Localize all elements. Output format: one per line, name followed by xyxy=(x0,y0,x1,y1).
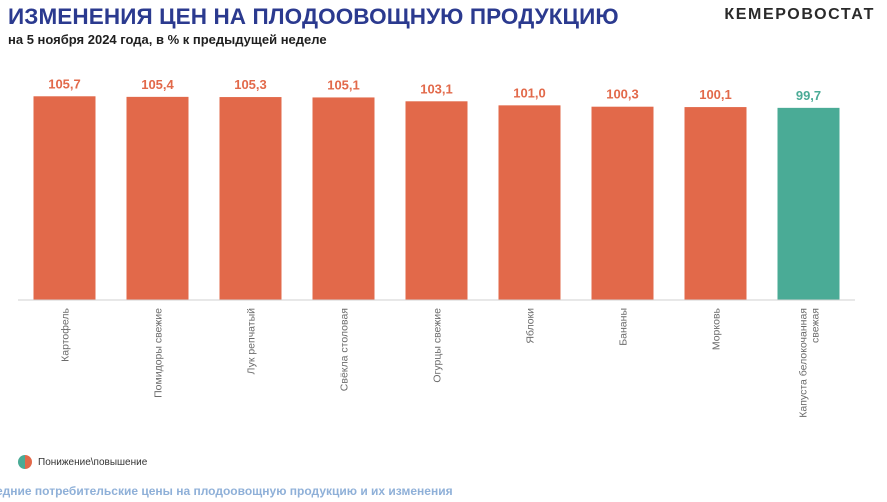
bar xyxy=(684,107,747,300)
legend-split-circle-icon xyxy=(18,455,32,469)
bar xyxy=(405,101,468,300)
bar xyxy=(33,96,96,301)
category-tick-label: Огурцы свежие xyxy=(432,308,444,383)
data-label: 103,1 xyxy=(420,81,453,96)
legend: Понижение\повышение xyxy=(18,455,147,469)
category-tick-label: Картофель xyxy=(60,307,72,361)
legend-label: Понижение\повышение xyxy=(38,456,148,468)
data-label: 100,1 xyxy=(699,87,732,102)
footer-caption: едние потребительские цены на плодоовощн… xyxy=(0,484,453,498)
chart-subtitle: на 5 ноября 2024 года, в % к предыдущей … xyxy=(8,32,327,47)
bar xyxy=(498,105,561,300)
category-tick-label: Яблоки xyxy=(525,308,537,344)
bar xyxy=(126,96,189,301)
data-label: 105,3 xyxy=(234,77,267,92)
category-tick-label: Морковь xyxy=(711,307,723,350)
data-label: 105,7 xyxy=(48,76,81,91)
data-label: 99,7 xyxy=(796,88,821,103)
bar xyxy=(219,97,282,300)
category-tick-label: Бананы xyxy=(618,308,630,346)
brand-logo: КЕМЕРОВОСТАТ xyxy=(724,6,875,23)
data-label: 105,4 xyxy=(141,77,174,92)
bar xyxy=(591,106,654,300)
category-tick-label: Помидоры свежие xyxy=(153,308,165,398)
bar xyxy=(312,97,375,300)
category-tick-label: Лук репчатый xyxy=(246,308,258,375)
category-tick-label: Капуста белокочаннаясвежая xyxy=(798,308,822,418)
data-label: 100,3 xyxy=(606,87,639,102)
data-label: 101,0 xyxy=(513,85,546,100)
chart-title: ИЗМЕНЕНИЯ ЦЕН НА ПЛОДООВОЩНУЮ ПРОДУКЦИЮ xyxy=(8,4,619,29)
category-tick-label: Свёкла столовая xyxy=(339,308,351,391)
data-label: 105,1 xyxy=(327,77,360,92)
bar xyxy=(777,107,840,300)
